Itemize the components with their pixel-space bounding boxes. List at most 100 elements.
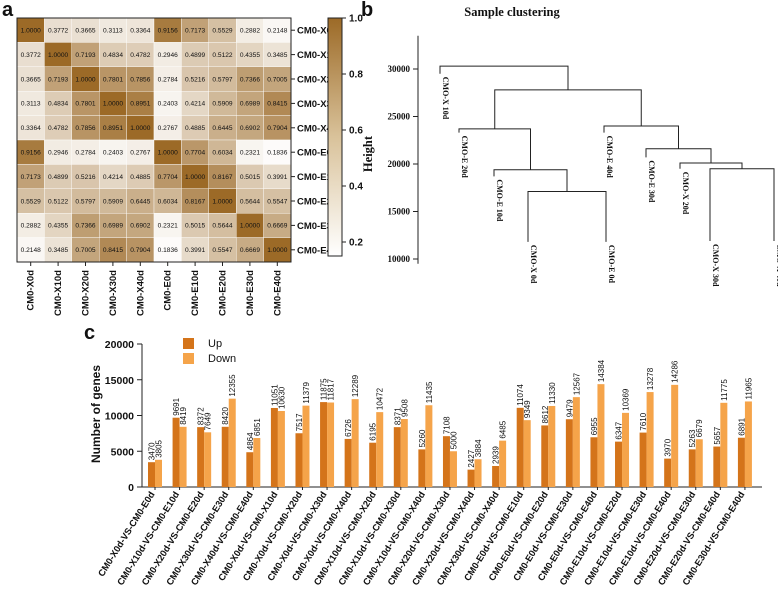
bar-up [221, 426, 229, 487]
heatmap-cell-value: 0.9156 [158, 28, 179, 35]
bar-value-label: 11965 [744, 377, 753, 399]
bar-up [737, 437, 745, 487]
heatmap-cell-value: 0.3665 [75, 28, 96, 35]
legend-up-swatch [183, 338, 194, 349]
heatmap-cell [181, 237, 209, 263]
heatmap-cell-value: 1.0000 [212, 198, 233, 205]
heatmap-row-label: CM0-E30d [297, 221, 343, 232]
colorbar-tick-label: 0.4 [349, 182, 363, 193]
heatmap-cell-value: 0.3113 [21, 101, 41, 108]
heatmap-cell [153, 17, 182, 43]
heatmap-cell-value: 0.2321 [240, 150, 261, 157]
bar-y-tick-label: 20000 [105, 339, 134, 351]
bar-down [744, 401, 752, 487]
heatmap-cell-value: 0.3772 [48, 28, 69, 35]
dendrogram-branch [709, 168, 775, 241]
bar-down [351, 399, 359, 487]
heatmap-cell-value: 0.7193 [75, 52, 96, 59]
heatmap-cell [126, 164, 155, 189]
bar-down [277, 410, 285, 487]
panel-b-label: b [361, 0, 373, 21]
heatmap-cell-value: 0.5797 [75, 198, 96, 205]
heatmap-cell [44, 42, 73, 68]
heatmap-row-label: CM0-X30d [297, 99, 343, 110]
bar-up [172, 417, 180, 487]
dendrogram-leaf-label: CMO-E 10d [495, 179, 504, 222]
bar-down [155, 459, 162, 487]
heatmap-cell-value: 0.9156 [21, 150, 42, 157]
heatmap-cell-value: 0.1836 [267, 150, 288, 157]
dendrogram-leaf-label: CMO-E 20d [460, 136, 469, 179]
heatmap-cell-value: 0.5547 [267, 198, 288, 205]
bar-down [646, 392, 654, 487]
heatmap-cell [208, 17, 237, 43]
correlation-heatmap: 1.0000 0.3772 0.3665 0.3113 0.3364 0.9156 0.71… [16, 17, 343, 316]
heatmap-cell-value: 0.2403 [158, 101, 179, 108]
heatmap-cell-value: 0.5797 [212, 76, 233, 83]
heatmap-cell-value: 0.2321 [158, 223, 179, 230]
colorbar-tick-label: 1.0 [349, 14, 363, 25]
heatmap-cell [263, 188, 292, 214]
heatmap-cell [98, 139, 127, 165]
heatmap-cell-value: 0.4885 [130, 174, 151, 181]
heatmap-cell-value: 0.5644 [240, 198, 261, 205]
heatmap-cell-value: 0.3991 [267, 174, 288, 181]
bar-up [713, 446, 721, 487]
heatmap-cell-value: 0.5529 [212, 28, 233, 35]
heatmap-cell-value: 0.8167 [185, 198, 206, 205]
bar-up [197, 427, 205, 487]
heatmap-cell [44, 212, 73, 238]
heatmap-cell-value: 0.1836 [158, 247, 179, 254]
bar-up [590, 437, 598, 487]
heatmap-cell-value: 0.5122 [48, 198, 69, 205]
bar-down [474, 459, 482, 487]
heatmap-cell [71, 139, 100, 165]
heatmap-cell-value: 0.7366 [75, 223, 96, 230]
bar-down [695, 439, 703, 487]
heatmap-cell-value: 0.4885 [185, 125, 206, 132]
heatmap-cell-value: 1.0000 [267, 247, 288, 254]
bar-up [393, 427, 401, 487]
bar-value-label: 12355 [228, 374, 237, 397]
bar-value-label: 8371 [393, 407, 402, 425]
legend-down-swatch [183, 353, 194, 364]
bar-value-label: 6851 [253, 418, 262, 436]
bar-up [541, 425, 549, 487]
bar-value-label: 11775 [720, 379, 729, 401]
heatmap-cell [16, 90, 45, 116]
heatmap-cell [44, 90, 73, 116]
heatmap-cell-value: 1.0000 [158, 150, 179, 157]
dendrogram-y-axis-title: Height [361, 135, 375, 172]
heatmap-cell-value: 0.2882 [240, 28, 261, 35]
heatmap-cell-value: 0.3113 [103, 28, 123, 35]
bar-value-label: 12289 [351, 374, 360, 397]
bar-up [467, 469, 475, 487]
heatmap-cell-value: 0.4355 [48, 223, 69, 230]
heatmap-cell [181, 90, 209, 116]
heatmap-cell-value: 0.7005 [267, 76, 288, 83]
bar-value-label: 6955 [590, 417, 599, 435]
heatmap-cell-value: 1.0000 [21, 28, 42, 35]
bar-value-label: 3884 [474, 439, 483, 457]
heatmap-colorbar: 1.0 0.8 0.6 0.4 0.2 [327, 14, 363, 257]
bar-down [253, 438, 261, 487]
bar-value-label: 2939 [492, 446, 501, 464]
heatmap-cell [263, 115, 292, 141]
bar-up [270, 407, 278, 487]
bar-value-label: 11817 [327, 378, 336, 400]
heatmap-cell-value: 0.7856 [75, 125, 96, 132]
heatmap-cell-value: 0.6989 [103, 223, 124, 230]
dendrogram-leaf-label: CMO-X 10d [441, 77, 450, 120]
bar-down [523, 420, 531, 487]
bar-down [449, 451, 457, 487]
heatmap-cell-value: 0.3991 [185, 247, 206, 254]
heatmap-col-label: CM0-X30d [108, 270, 119, 316]
bar-up [688, 449, 696, 487]
bar-value-label: 10472 [376, 387, 385, 410]
dendrogram-y-tick-label: 30000 [388, 64, 411, 74]
heatmap-cell-value: 0.6034 [212, 150, 233, 157]
heatmap-cell [235, 42, 264, 68]
bar-legend: Up Down [183, 338, 236, 365]
heatmap-cell-value: 0.7173 [21, 174, 42, 181]
bar-up [148, 462, 155, 487]
